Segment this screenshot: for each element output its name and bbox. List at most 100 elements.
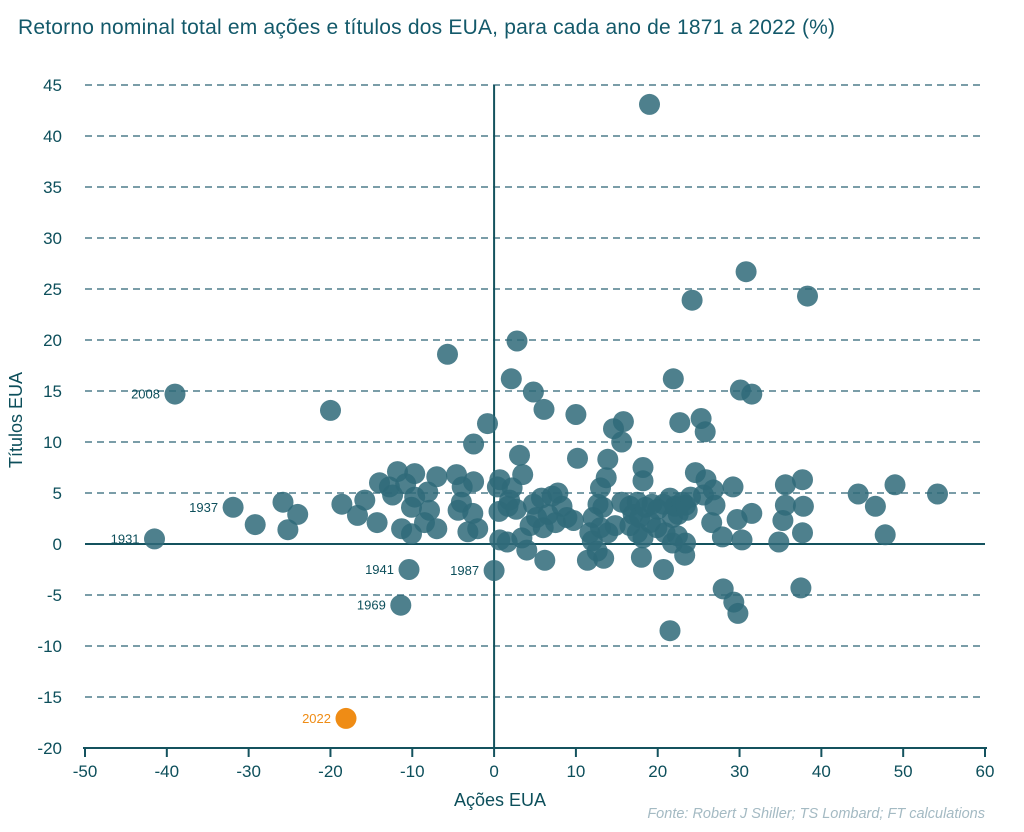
data-point [694, 421, 716, 443]
data-point [272, 491, 294, 513]
data-point [593, 547, 615, 569]
year-label: 1969 [357, 598, 386, 613]
y-tick-label: 20 [43, 331, 62, 350]
x-tick-label: -20 [318, 762, 343, 781]
data-point [711, 526, 733, 548]
data-point [417, 481, 439, 503]
annotation-layer: 2008 1937 1931 1941 1969 1987 2022 [111, 387, 479, 726]
data-point [164, 383, 186, 405]
y-tick-label: 5 [53, 484, 62, 503]
data-point [516, 539, 538, 561]
data-point [567, 447, 588, 469]
data-point [477, 413, 498, 435]
data-point [927, 483, 948, 505]
data-point [467, 518, 489, 540]
x-tick-label: 30 [730, 762, 749, 781]
data-point [768, 531, 790, 553]
data-point [797, 285, 818, 307]
data-point [731, 529, 753, 551]
data-point [287, 503, 309, 525]
y-axis-title: Títulos EUA [6, 372, 26, 468]
data-point [741, 502, 763, 524]
data-point [277, 519, 299, 541]
data-point [597, 448, 619, 470]
data-point [790, 577, 812, 599]
data-point [774, 474, 796, 496]
data-point [366, 512, 388, 534]
data-point [675, 532, 696, 554]
y-tick-label: 45 [43, 76, 62, 95]
year-label: 1987 [450, 563, 479, 578]
data-point [534, 549, 556, 571]
data-point [792, 495, 814, 517]
data-point [639, 93, 660, 115]
x-tick-label: -50 [73, 762, 98, 781]
data-point [653, 559, 674, 580]
year-label: 1937 [189, 500, 218, 515]
data-point [565, 404, 587, 425]
y-tick-label: 25 [43, 280, 62, 299]
data-point [419, 499, 440, 521]
data-point [874, 524, 896, 546]
data-point [792, 469, 813, 491]
x-tick-label: 60 [976, 762, 995, 781]
data-point [727, 602, 749, 624]
y-tick-label: 15 [43, 382, 62, 401]
y-tick-label: -20 [37, 739, 62, 758]
data-point [662, 368, 684, 390]
data-point [144, 528, 165, 550]
year-label: 2008 [131, 387, 160, 402]
data-point [630, 546, 652, 568]
year-label: 2022 [302, 711, 331, 726]
x-tick-label: 20 [648, 762, 667, 781]
y-tick-label: -10 [37, 637, 62, 656]
x-tick-label: -10 [400, 762, 425, 781]
data-point [611, 431, 633, 453]
year-label: 1931 [111, 531, 140, 546]
dot-layer [144, 93, 948, 729]
data-point [463, 471, 485, 493]
data-point [533, 398, 555, 420]
data-point [390, 594, 412, 616]
x-tick-label: -40 [155, 762, 180, 781]
data-point [222, 496, 244, 518]
data-point [522, 381, 544, 403]
y-tick-label: 40 [43, 127, 62, 146]
data-point [331, 493, 353, 515]
data-point [884, 474, 906, 496]
data-point [335, 707, 357, 729]
data-point [864, 495, 886, 517]
x-tick-label: 50 [894, 762, 913, 781]
data-point [774, 494, 796, 516]
data-point [404, 463, 426, 485]
data-point [735, 261, 757, 283]
data-point [722, 476, 744, 498]
data-point [509, 444, 530, 466]
y-tick-label: 10 [43, 433, 62, 452]
y-tick-label: 0 [53, 535, 62, 554]
data-point [512, 464, 534, 486]
data-point [595, 467, 617, 489]
data-point [681, 289, 703, 311]
data-point [701, 512, 723, 534]
y-tick-label: 30 [43, 229, 62, 248]
x-tick-label: 40 [812, 762, 831, 781]
data-point [483, 560, 505, 581]
data-point [463, 433, 485, 455]
y-tick-label: -15 [37, 688, 62, 707]
data-point [632, 470, 654, 492]
data-point [592, 496, 614, 518]
data-point [398, 559, 420, 580]
data-point [847, 483, 869, 505]
data-point [659, 620, 681, 642]
x-axis-title: Ações EUA [454, 790, 546, 810]
year-label: 1941 [365, 562, 394, 577]
data-point [792, 522, 813, 544]
chart-title: Retorno nominal total em ações e títulos… [18, 16, 836, 39]
data-point [426, 466, 448, 488]
data-point [741, 383, 763, 405]
data-point [505, 498, 527, 520]
y-tick-label: 35 [43, 178, 62, 197]
